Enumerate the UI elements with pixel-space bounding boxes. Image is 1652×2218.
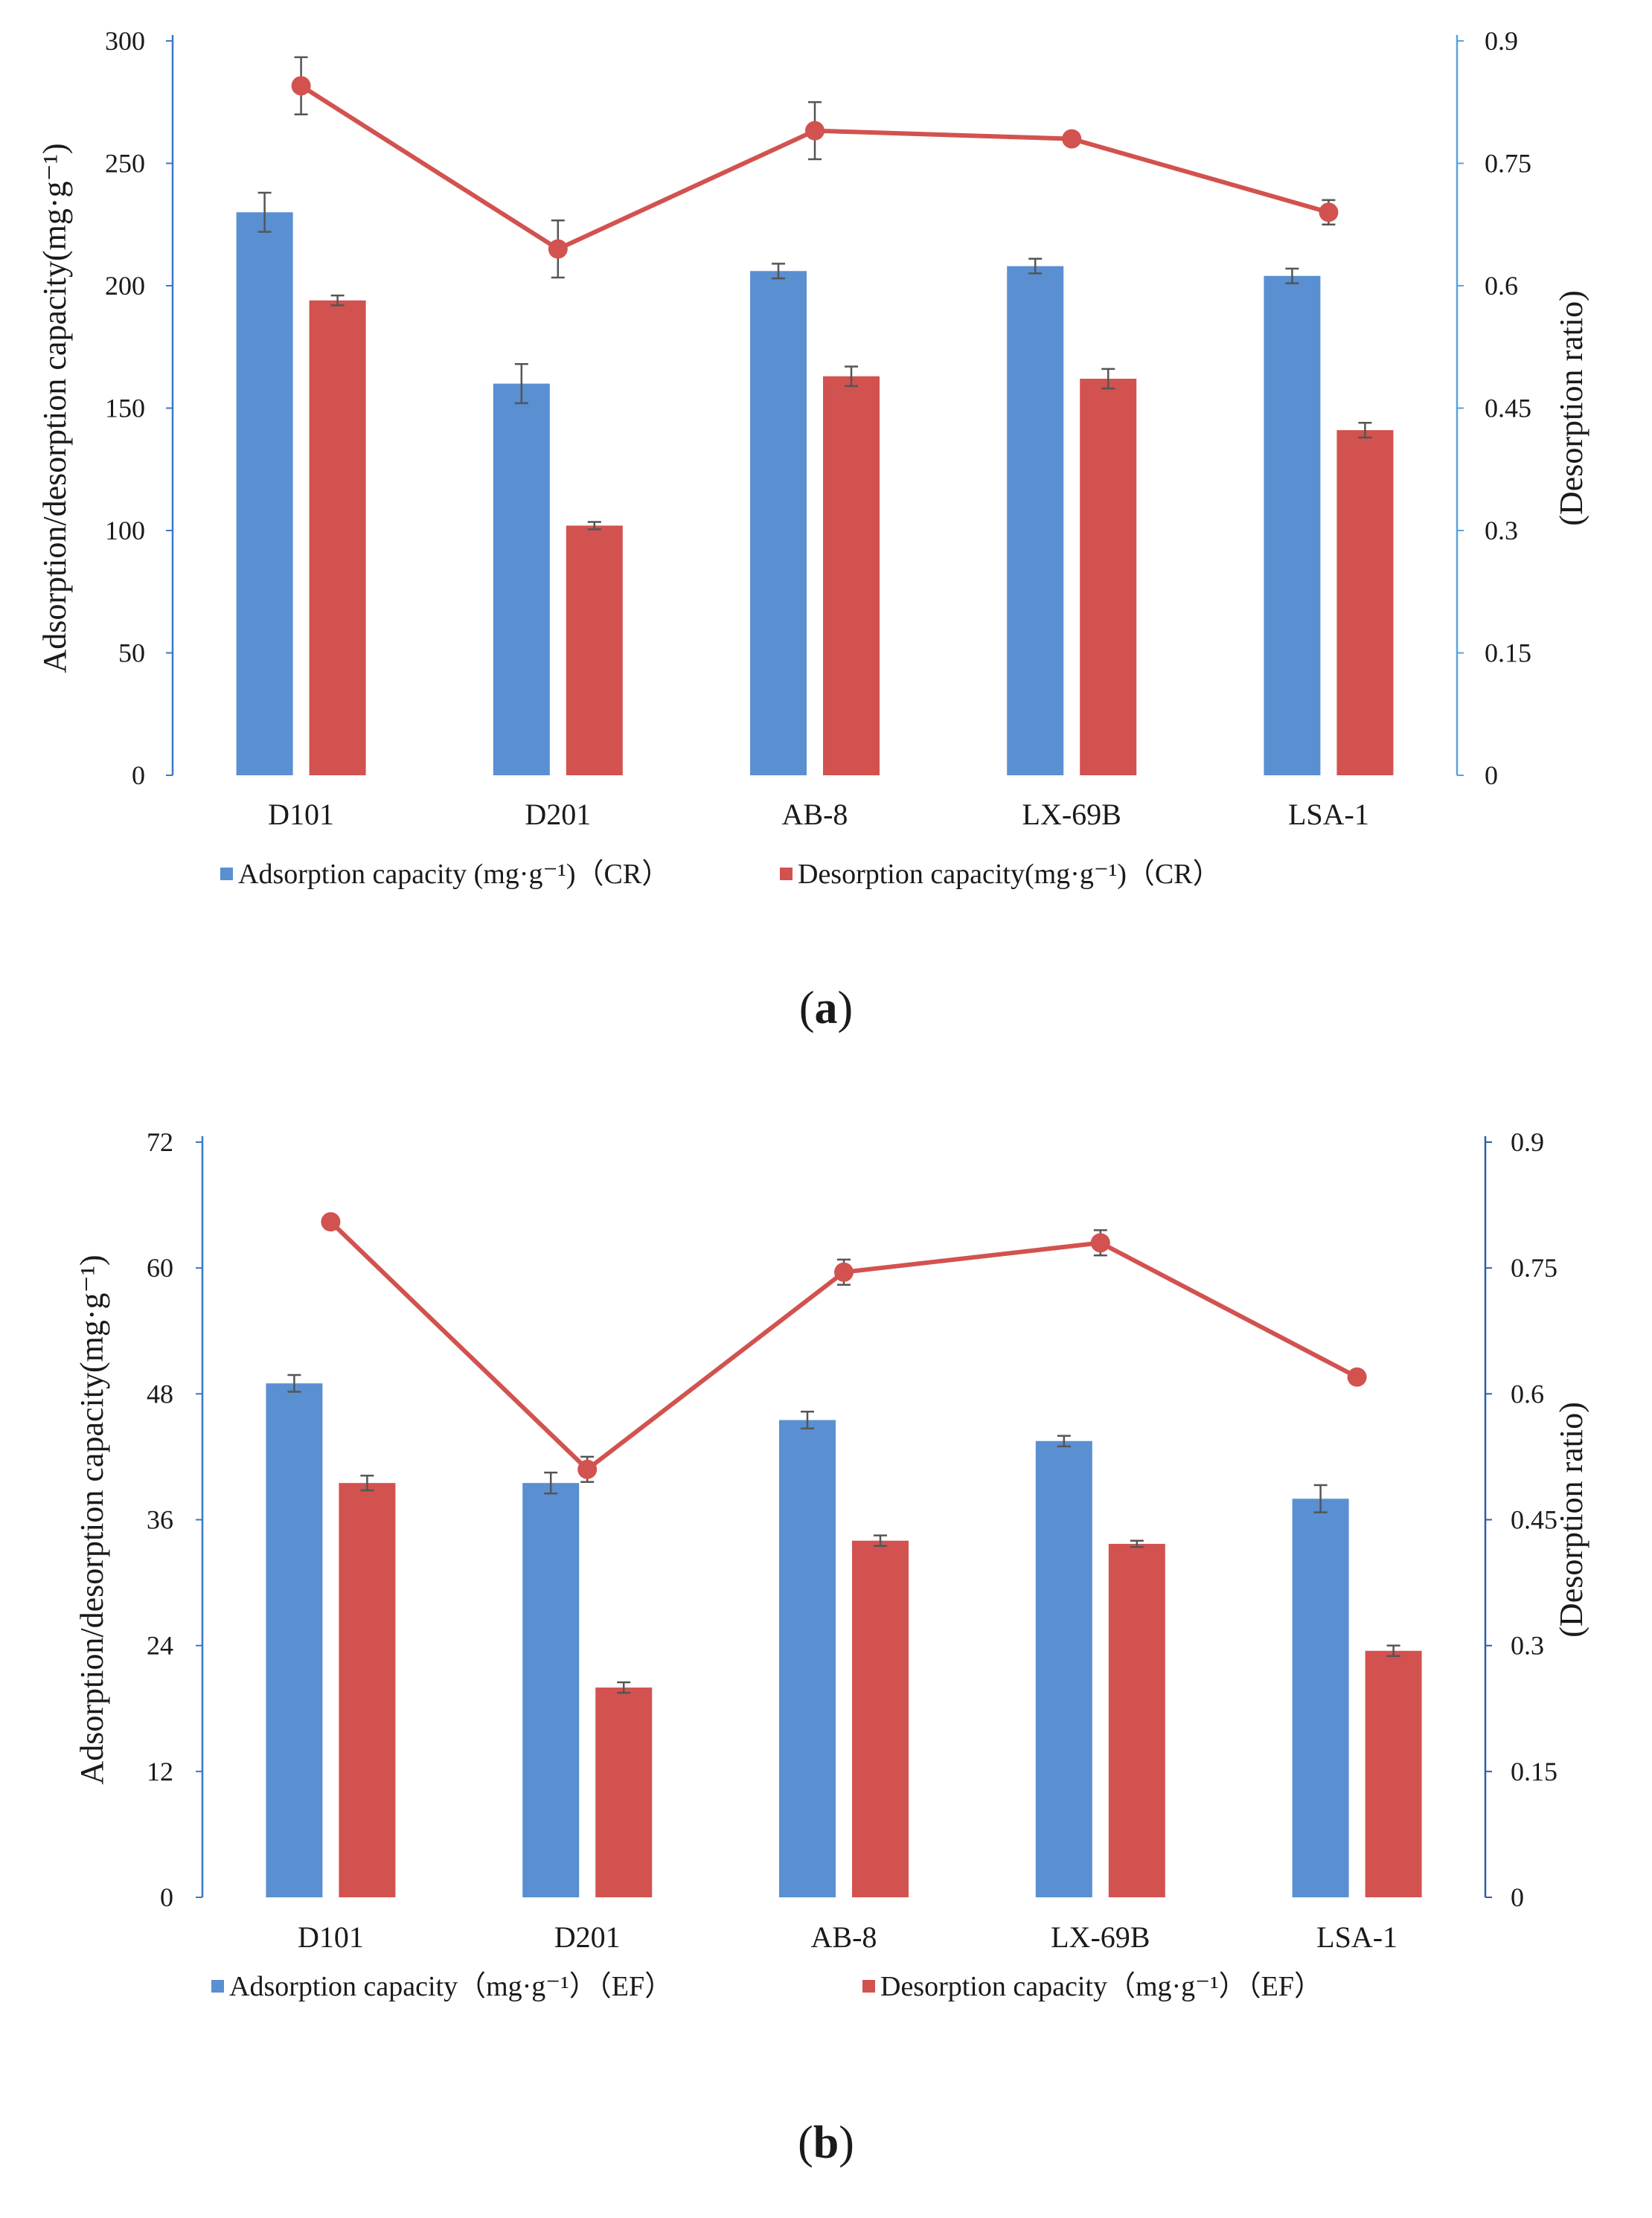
panel-label: (b) (798, 2118, 854, 2168)
left-tick-label: 100 (105, 516, 145, 545)
desorption-bar (339, 1483, 396, 1897)
legend-label-adsorption: Adsorption capacity (mg·g⁻¹)（CR） (238, 859, 670, 890)
category-label: LSA-1 (1288, 798, 1369, 831)
adsorption-bar (493, 383, 550, 775)
left-tick-label: 0 (160, 1882, 173, 1912)
y-axis-title-right: (Desorption ratio) (1553, 1402, 1589, 1637)
category-label: D201 (525, 798, 591, 831)
adsorption-bar (236, 212, 293, 775)
desorption-ratio-point (834, 1262, 854, 1282)
desorption-ratio-point (805, 121, 825, 141)
left-tick-label: 72 (147, 1127, 173, 1157)
desorption-bar (1080, 379, 1137, 775)
category-label: LX-69B (1051, 1920, 1150, 1954)
left-tick-label: 200 (105, 271, 145, 301)
legend-swatch-adsorption (220, 868, 233, 880)
right-tick-label: 0.9 (1485, 26, 1518, 56)
right-tick-label: 0.15 (1485, 638, 1531, 668)
left-tick-label: 300 (105, 26, 145, 56)
left-tick-label: 250 (105, 149, 145, 179)
desorption-bar (309, 300, 366, 775)
desorption-ratio-point (577, 1459, 598, 1479)
right-tick-label: 0.75 (1511, 1253, 1557, 1283)
legend-swatch-adsorption (211, 1980, 224, 1993)
adsorption-bar (1007, 266, 1064, 775)
desorption-bar (1365, 1650, 1422, 1897)
category-label: LX-69B (1022, 798, 1121, 831)
right-tick-label: 0.45 (1485, 394, 1531, 423)
adsorption-bar (522, 1483, 580, 1897)
left-tick-label: 0 (132, 760, 145, 790)
legend-swatch-desorption (862, 1980, 875, 1993)
desorption-bar (1108, 1543, 1165, 1897)
category-label: D101 (268, 798, 334, 831)
adsorption-bar (779, 1420, 836, 1897)
left-tick-label: 50 (118, 638, 145, 668)
right-tick-label: 0.45 (1511, 1505, 1557, 1535)
category-label: D201 (554, 1920, 621, 1954)
chart-a: 0 50 100 150 200 250 300 0 0.15 0.3 0.45 0.6 0.75 0.9… (36, 26, 1589, 1033)
legend-label-adsorption: Adsorption capacity（mg·g⁻¹）（EF） (229, 1971, 673, 2002)
desorption-ratio-point (1319, 202, 1339, 222)
category-label: AB-8 (811, 1920, 877, 1954)
y-axis-title-right: (Desorption ratio) (1553, 290, 1589, 525)
desorption-bar (823, 376, 880, 776)
left-tick-label: 60 (147, 1253, 173, 1283)
right-tick-label: 0 (1511, 1882, 1524, 1912)
right-tick-label: 0.6 (1511, 1379, 1544, 1408)
left-tick-label: 12 (147, 1757, 173, 1786)
desorption-bar (1336, 430, 1394, 775)
right-tick-label: 0.15 (1511, 1757, 1557, 1786)
right-tick-label: 0.75 (1485, 149, 1531, 179)
right-tick-label: 0 (1485, 760, 1498, 790)
right-tick-label: 0.6 (1485, 271, 1518, 301)
panel-label: (a) (799, 983, 853, 1033)
left-tick-label: 24 (147, 1631, 173, 1661)
adsorption-bar (1292, 1499, 1349, 1897)
desorption-ratio-point (1062, 129, 1082, 149)
right-tick-label: 0.3 (1511, 1631, 1544, 1661)
desorption-ratio-point (1090, 1233, 1110, 1253)
desorption-ratio-point (291, 76, 311, 96)
right-tick-label: 0.9 (1511, 1127, 1544, 1157)
left-tick-label: 48 (147, 1379, 173, 1408)
category-label: AB-8 (782, 798, 848, 831)
desorption-bar (852, 1540, 909, 1897)
right-tick-label: 0.3 (1485, 516, 1518, 545)
desorption-ratio-point (548, 239, 568, 259)
y-axis-title: Adsorption/desorption capacity(mg·g⁻¹) (74, 1254, 110, 1784)
category-label: D101 (298, 1920, 364, 1954)
y-axis-title: Adsorption/desorption capacity(mg·g⁻¹) (36, 143, 73, 673)
legend-swatch-desorption (780, 868, 793, 880)
desorption-bar (566, 525, 623, 775)
adsorption-bar (1264, 275, 1321, 776)
left-tick-label: 36 (147, 1505, 173, 1535)
desorption-ratio-point (321, 1212, 341, 1232)
adsorption-bar (1035, 1440, 1092, 1897)
adsorption-bar (750, 271, 807, 775)
category-label: LSA-1 (1316, 1920, 1398, 1954)
desorption-ratio-point (1347, 1367, 1367, 1387)
adsorption-bar (266, 1383, 323, 1897)
left-tick-label: 150 (105, 394, 145, 423)
legend-label-desorption: Desorption capacity(mg·g⁻¹)（CR） (798, 859, 1221, 890)
chart-b: 0 12 24 36 48 60 72 0 0.15 0.3 0.45 0.6 0.75 0.9 Adsor… (74, 1127, 1589, 2168)
legend-label-desorption: Desorption capacity（mg·g⁻¹）（EF） (880, 1971, 1322, 2002)
desorption-bar (595, 1687, 653, 1897)
